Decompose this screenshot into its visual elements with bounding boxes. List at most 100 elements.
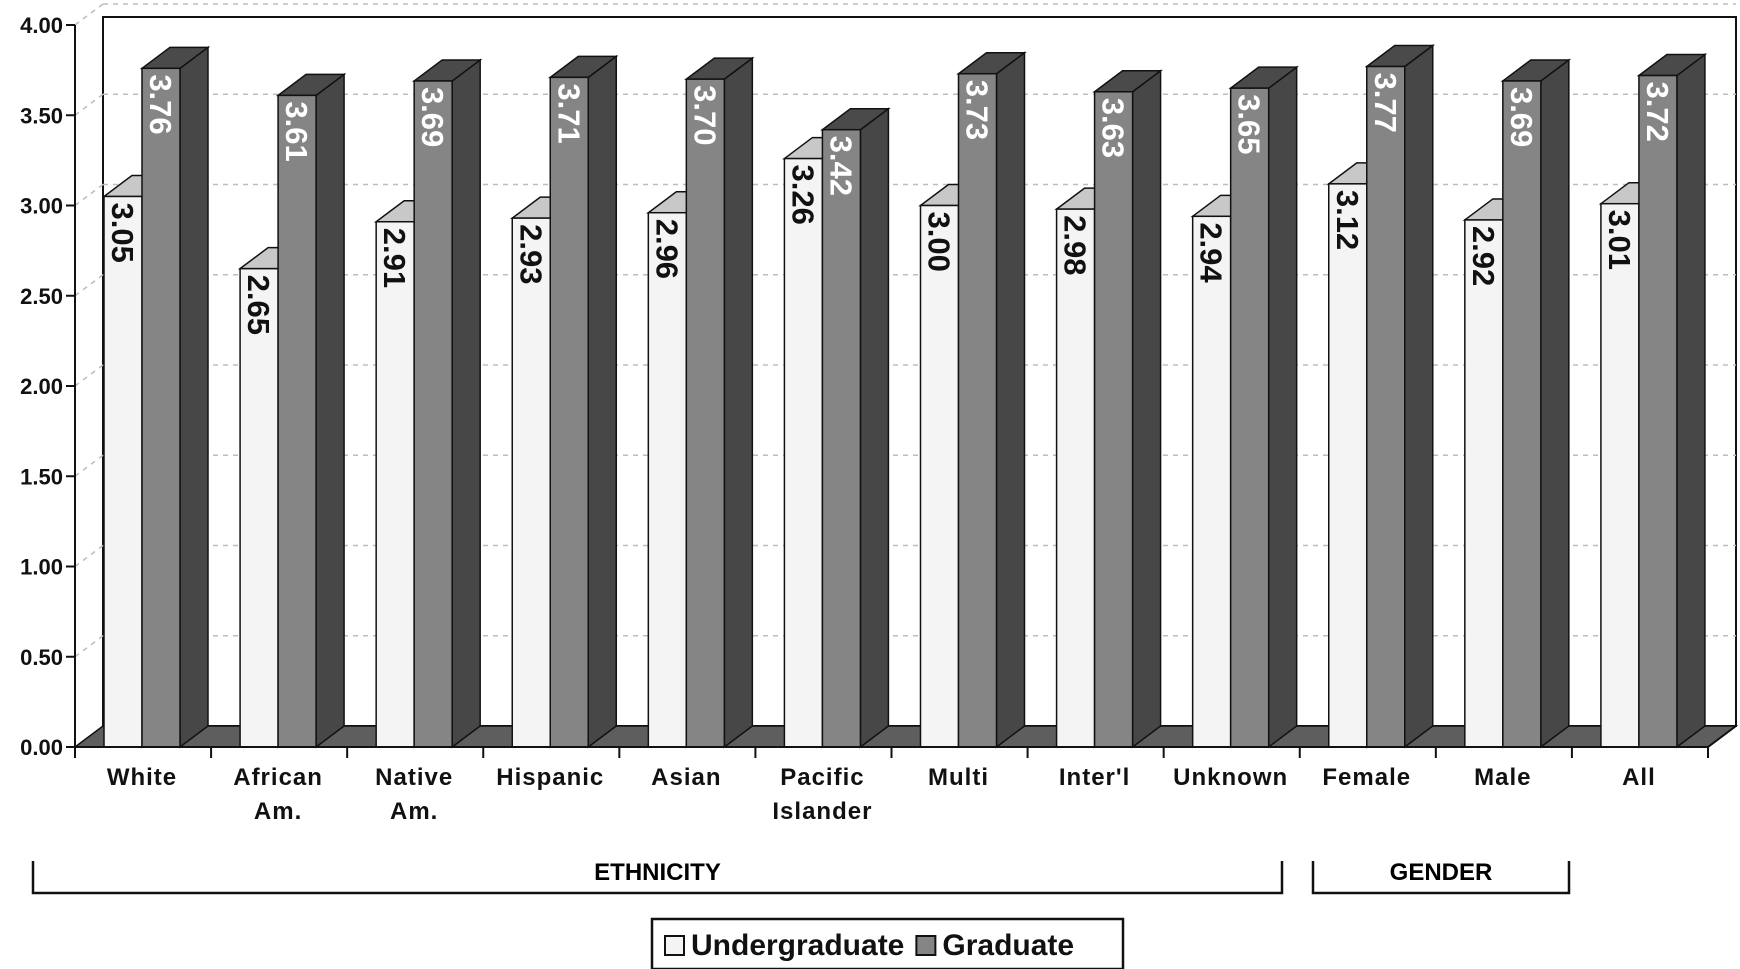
bar-front <box>239 267 279 748</box>
bar-graduate-3: 3.71 <box>548 54 619 749</box>
group-gender: GENDER <box>1311 859 1571 895</box>
x-tick-label-line: Am. <box>254 798 302 825</box>
x-tick-label: All <box>1622 764 1656 791</box>
data-label: 3.61 <box>279 101 314 161</box>
x-tick-label: Inter'l <box>1059 764 1130 791</box>
bar-side <box>1676 53 1706 749</box>
bar-front <box>141 67 181 748</box>
x-tick-label-line: Asian <box>651 764 721 791</box>
x-tick-label: Asian <box>651 764 721 791</box>
gridline <box>74 454 104 477</box>
data-label: 3.01 <box>1602 210 1637 270</box>
bar-graduate-7: 3.63 <box>1092 69 1163 749</box>
bar-front <box>1502 80 1542 748</box>
group-ethnicity: ETHNICITY <box>31 859 1284 895</box>
x-tick-label-line: Multi <box>928 764 989 791</box>
data-label: 2.94 <box>1194 222 1229 283</box>
x-tick-label: Unknown <box>1173 764 1288 791</box>
data-label: 3.72 <box>1640 82 1675 142</box>
bar-front <box>1055 208 1096 748</box>
data-label: 2.91 <box>377 228 412 288</box>
legend-label-undergraduate: Undergraduate <box>691 929 904 962</box>
bar-graduate-5: 3.42 <box>820 107 891 749</box>
bar-front <box>277 94 317 748</box>
legend-label-graduate: Graduate <box>942 929 1074 962</box>
bar-front <box>647 211 688 748</box>
x-axis-depth <box>1707 725 1737 748</box>
gridline <box>74 93 104 116</box>
bar-front <box>1328 183 1368 748</box>
bar-front <box>919 204 960 748</box>
legend: Undergraduate Graduate <box>650 917 1125 969</box>
bar-side <box>859 107 890 749</box>
gridlines <box>74 3 1736 658</box>
gridline <box>74 183 104 207</box>
data-label: 3.26 <box>785 165 820 225</box>
x-tick-label-line: Male <box>1474 764 1531 791</box>
bar-front <box>1366 65 1406 748</box>
data-label: 3.70 <box>687 85 722 145</box>
data-label: 3.69 <box>1504 87 1539 147</box>
bar-front <box>685 78 726 748</box>
gridline <box>74 544 104 568</box>
bar-front <box>549 76 589 748</box>
x-tick-label-line: Native <box>375 764 453 791</box>
bar-front <box>1093 91 1134 748</box>
bar-front <box>1638 74 1678 748</box>
bar-side <box>587 54 617 749</box>
bar-graduate-8: 3.65 <box>1228 65 1299 749</box>
bar-side <box>723 56 754 749</box>
y-tick-label: 4.00 <box>20 13 63 38</box>
data-label: 3.42 <box>823 136 858 196</box>
bar-front <box>1464 219 1504 748</box>
group-bracket <box>1311 861 1571 895</box>
bar-graduate-10: 3.69 <box>1500 58 1572 749</box>
bar-front <box>1191 215 1232 748</box>
bar-front <box>103 195 143 748</box>
x-tick-label-line: All <box>1622 764 1656 791</box>
gridline <box>74 3 104 26</box>
y-tick-label: 0.50 <box>20 645 63 670</box>
category-groups: ETHNICITY GENDER <box>31 859 1571 895</box>
bars: 3.05 3.76 2.65 3.61 2.91 3.69 2.93 3.71 2.96 3.70… <box>101 44 1708 749</box>
x-tick-label-line: African <box>233 764 323 791</box>
bar-graduate-2: 3.69 <box>411 58 483 749</box>
y-tick-label: 3.50 <box>20 103 63 128</box>
bar-front <box>783 157 824 748</box>
data-label: 2.92 <box>1466 226 1501 286</box>
x-tick-label: Multi <box>928 764 989 791</box>
data-label: 3.73 <box>960 80 995 140</box>
bar-front <box>1600 202 1640 748</box>
x-tick-label: Native Am. <box>375 764 453 825</box>
bar-graduate-9: 3.77 <box>1364 44 1435 749</box>
bar-side <box>1540 58 1570 749</box>
data-label: 2.93 <box>513 224 548 284</box>
bar-graduate-6: 3.73 <box>956 51 1027 749</box>
x-tick-label-line: Hispanic <box>496 764 604 791</box>
bar-side <box>451 58 481 749</box>
bar-front <box>375 220 415 748</box>
legend-swatch-undergraduate <box>664 935 685 956</box>
data-label: 3.77 <box>1368 73 1403 133</box>
data-label: 3.76 <box>143 74 178 134</box>
y-tick-label: 3.00 <box>20 194 63 219</box>
data-label: 3.00 <box>922 212 957 272</box>
x-tick-label-line: White <box>107 764 177 791</box>
group-bracket <box>31 861 1284 895</box>
x-tick-label: Hispanic <box>496 764 604 791</box>
data-label: 3.12 <box>1330 190 1365 250</box>
data-label: 3.05 <box>105 202 140 262</box>
x-axis: White African Am. Native Am. Hispanic Asian Pac… <box>74 725 1737 825</box>
data-label: 2.98 <box>1058 215 1093 275</box>
bar-side <box>315 72 345 749</box>
bar-front <box>511 217 551 748</box>
bar-front <box>413 80 453 748</box>
data-label: 3.63 <box>1096 98 1131 158</box>
legend-swatch-graduate <box>915 935 937 956</box>
bar-front <box>1229 87 1270 748</box>
data-label: 2.65 <box>241 275 276 335</box>
bar-side <box>1131 69 1162 749</box>
group-label: GENDER <box>1390 859 1493 886</box>
gridline <box>74 364 104 387</box>
